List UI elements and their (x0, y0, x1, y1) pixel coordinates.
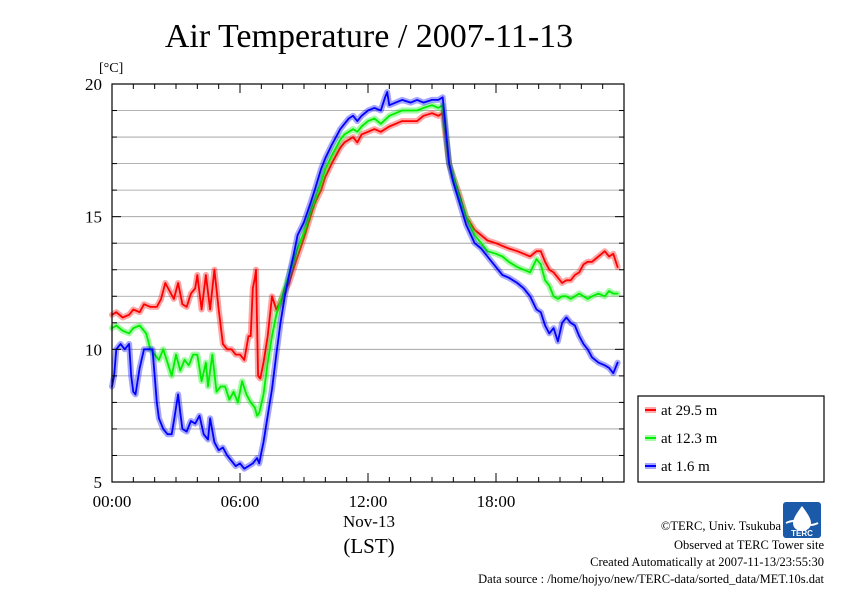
legend-box (637, 395, 825, 483)
plot-background (112, 84, 624, 482)
legend-label: at 1.6 m (661, 459, 710, 475)
series-line (111, 104, 619, 417)
logo-text: TERC (791, 529, 813, 538)
x-axis-date: Nov-13 (343, 512, 395, 531)
legend-label: at 29.5 m (661, 403, 718, 419)
x-axis-label: (LST) (343, 534, 394, 558)
terc-logo: TERC (783, 502, 821, 538)
footer-created: Created Automatically at 2007-11-13/23:5… (590, 555, 824, 569)
series-line (111, 112, 619, 380)
footer-credit: ©TERC, Univ. Tsukuba (661, 519, 782, 533)
x-tick-label: 00:00 (93, 492, 132, 511)
y-tick-label: 15 (85, 208, 102, 227)
series-layer (109, 89, 621, 472)
footer-site: Observed at TERC Tower site (674, 538, 824, 552)
legend-label: at 12.3 m (661, 431, 718, 447)
footer-source: Data source : /home/hojyo/new/TERC-data/… (478, 572, 824, 586)
y-tick-label: 10 (85, 340, 102, 359)
legend: at 29.5 m at 12.3 m at 1.6 m (637, 395, 825, 483)
y-tick-label: 5 (94, 473, 103, 492)
series-line (111, 91, 619, 470)
plot-area (109, 83, 625, 483)
x-tick-label: 12:00 (349, 492, 388, 511)
x-tick-label: 06:00 (221, 492, 260, 511)
y-tick-label: 20 (85, 75, 102, 94)
x-tick-label: 18:00 (477, 492, 516, 511)
axis-ticks (111, 83, 625, 483)
y-unit-label: [°C] (99, 61, 123, 76)
chart-title: Air Temperature / 2007-11-13 (165, 18, 573, 55)
